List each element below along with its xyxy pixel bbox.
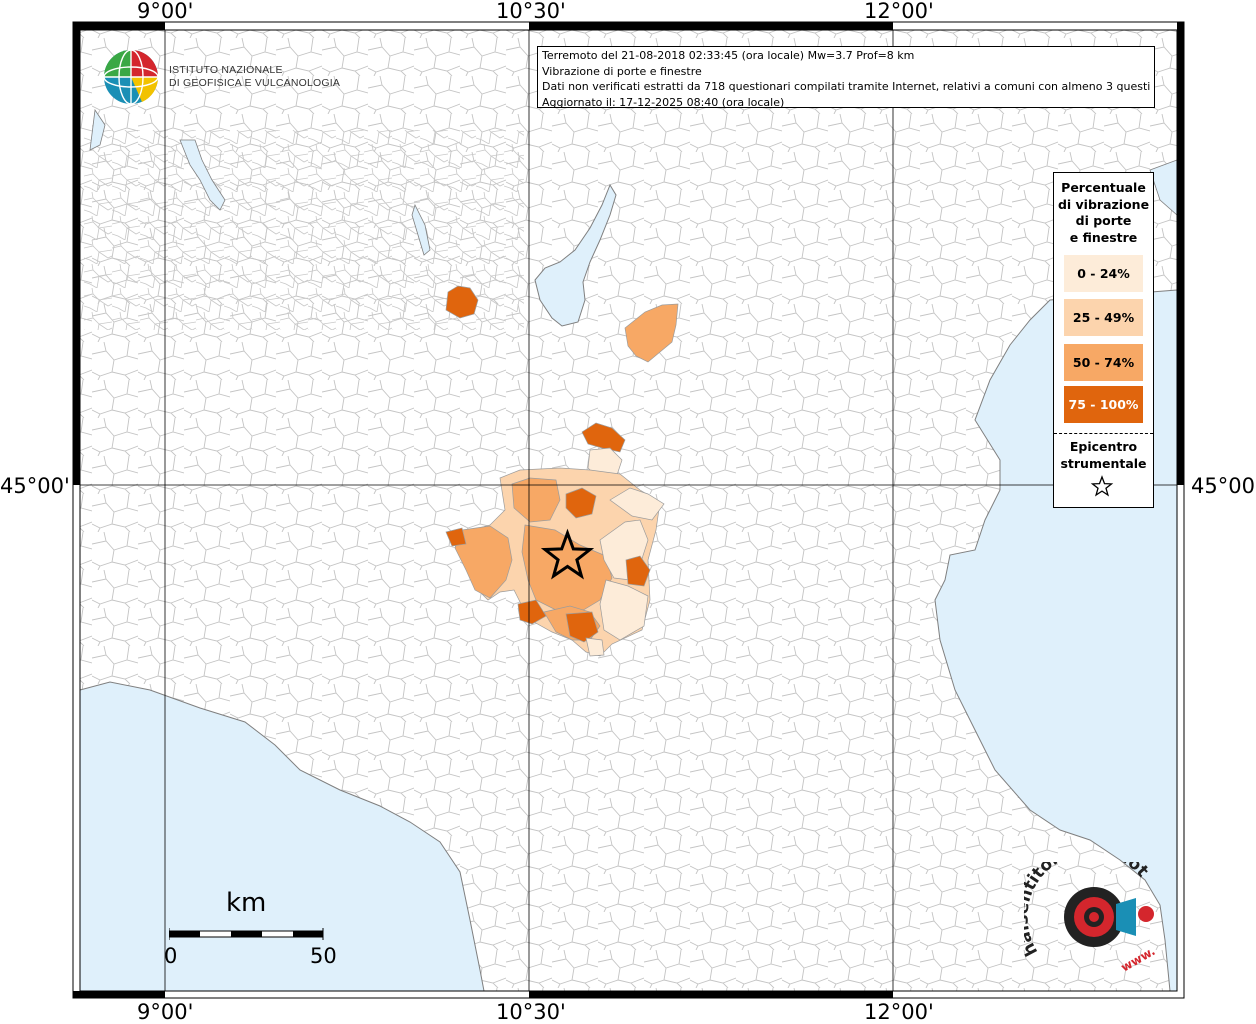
scale-bar-graphic — [169, 928, 324, 940]
top-lon-label-1: 9°00' — [137, 0, 194, 23]
area-75-100 — [565, 487, 597, 519]
bottom-lon-label-2: 10°30' — [496, 1000, 566, 1024]
event-info-box: Terremoto del 21-08-2018 02:33:45 (ora l… — [537, 46, 1155, 109]
legend-separator — [1054, 433, 1153, 434]
lake-garda — [534, 183, 617, 327]
legend-epicenter-label: Epicentro strumentale — [1054, 438, 1153, 472]
area-0-24 — [585, 637, 605, 657]
top-lon-label-3: 12°00' — [864, 0, 934, 23]
legend-class-0-24: 0 - 24% — [1064, 255, 1143, 292]
left-lat-label: 45°00' — [0, 474, 70, 498]
hst-logo-prefix: www. — [1119, 944, 1158, 975]
legend-title: Percentuale di vibrazione di porte e fin… — [1054, 180, 1153, 246]
event-line: Terremoto del 21-08-2018 02:33:45 (ora l… — [542, 49, 915, 62]
graticule — [80, 30, 1177, 991]
sea-ligurian — [79, 681, 485, 992]
scale-end-label: 50 — [310, 944, 337, 968]
legend-star-icon — [1090, 475, 1114, 497]
legend-epicenter-line: Epicentro — [1069, 439, 1138, 454]
legend: Percentuale di vibrazione di porte e fin… — [1053, 172, 1154, 508]
legend-title-line: e finestre — [1069, 229, 1138, 245]
ingv-globe-icon — [103, 49, 159, 105]
area-0-24 — [609, 487, 665, 521]
area-75-100 — [517, 599, 547, 625]
right-lat-label: 45°00' — [1191, 474, 1256, 498]
area-75-100 — [565, 611, 599, 643]
lake-iseo — [411, 203, 431, 256]
top-lon-label-2: 10°30' — [496, 0, 566, 23]
area-50-74 — [511, 477, 561, 523]
map-type-line: Vibrazione di porte e finestre — [542, 64, 702, 78]
ingv-logo-text: ISTITUTO NAZIONALE DI GEOFISICA E VULCAN… — [169, 64, 340, 90]
hst-logo-icon: haisentitoilterremoto.it www. — [1024, 862, 1158, 975]
legend-class-25-49: 25 - 49% — [1064, 299, 1143, 336]
map-frame — [72, 21, 1185, 999]
area-75-100 — [581, 422, 626, 453]
bottom-lon-label-3: 12°00' — [864, 1000, 934, 1024]
data-note-line: Dati non verificati estratti da 718 ques… — [542, 80, 1150, 93]
lake-como — [179, 139, 226, 211]
legend-class-50-74: 50 - 74% — [1064, 344, 1143, 381]
area-0-24 — [599, 579, 649, 641]
lake-maggiore — [89, 108, 106, 151]
legend-title-line: di porte — [1075, 213, 1132, 228]
area-75-100 — [625, 555, 651, 587]
legend-epicenter-line: strumentale — [1060, 456, 1147, 471]
epicenter-star — [540, 528, 595, 580]
scale-title: km — [226, 888, 267, 918]
area-50-74 — [454, 525, 513, 599]
scale-start-label: 0 — [164, 944, 178, 968]
legend-title-line: Percentuale — [1061, 180, 1146, 195]
ingv-line2: DI GEOFISICA E VULCANOLOGIA — [169, 77, 341, 89]
area-50-74 — [624, 303, 679, 363]
scale-bar: km 0 50 — [164, 888, 344, 978]
ingv-line1: ISTITUTO NAZIONALE — [169, 64, 283, 76]
bottom-lon-label-1: 9°00' — [137, 1000, 194, 1024]
updated-line: Aggiornato il: 17-12-2025 08:40 (ora loc… — [542, 95, 785, 109]
area-75-100 — [445, 527, 467, 547]
legend-title-line: di vibrazione — [1057, 196, 1150, 212]
legend-class-75-100: 75 - 100% — [1064, 386, 1143, 423]
area-75-100 — [445, 285, 479, 319]
